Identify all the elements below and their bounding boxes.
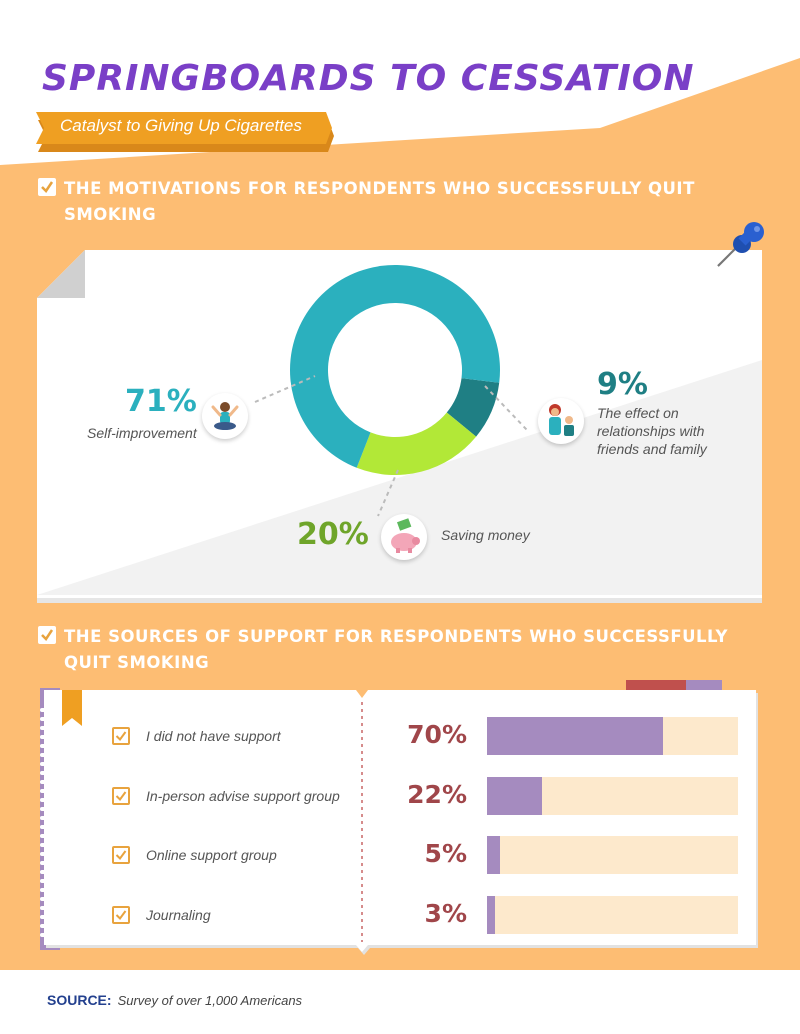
bar-value-label: 70% (407, 720, 467, 749)
leader-line-relationships (484, 385, 528, 431)
pushpin-icon (717, 222, 764, 267)
section-support-header: THE SOURCES OF SUPPORT FOR RESPONDENTS W… (38, 624, 754, 676)
notebook-ring (40, 861, 54, 865)
page-title: SPRINGBOARDS TO CESSATION (42, 58, 695, 99)
donut-category-saving-money: Saving money (441, 527, 530, 543)
support-label: In-person advise support group (146, 788, 340, 804)
notebook-ring (40, 708, 54, 712)
section-support-title: THE SOURCES OF SUPPORT FOR RESPONDENTS W… (64, 627, 728, 672)
check-icon (38, 626, 56, 644)
donut-category-self-improvement: Self-improvement (87, 425, 197, 441)
donut-label-relationships: 9% (597, 367, 648, 402)
notebook-ring (40, 888, 54, 892)
donut-label-self-improvement: 71% (125, 384, 197, 419)
source-text: Survey of over 1,000 Americans (117, 993, 303, 1008)
notebook-ring (40, 933, 54, 937)
notebook-ring (40, 924, 54, 928)
support-label: Journaling (146, 907, 211, 923)
bar-fill-no-support (487, 717, 663, 755)
notebook-ring (40, 762, 54, 766)
donut-label-saving-money: 20% (297, 517, 369, 552)
notebook-ring (40, 825, 54, 829)
bar-value-label: 5% (424, 839, 467, 868)
notebook-ring (40, 870, 54, 874)
support-label: I did not have support (146, 728, 281, 744)
notebook-ring (40, 744, 54, 748)
check-icon (112, 727, 130, 745)
support-row-in-person: In-person advise support group (112, 784, 340, 808)
notebook-ring (40, 780, 54, 784)
page-subtitle: Catalyst to Giving Up Cigarettes (60, 116, 302, 135)
notebook-ring (40, 834, 54, 838)
notebook-ring (40, 906, 54, 910)
leader-line-self-improvement (254, 375, 316, 403)
check-icon (112, 846, 130, 864)
family-icon (538, 398, 584, 444)
notebook-ring (40, 717, 54, 721)
check-icon (38, 178, 56, 196)
support-row-journaling: Journaling (112, 903, 211, 927)
subtitle-banner (36, 112, 334, 152)
notebook-ring (40, 753, 54, 757)
piggy-bank-icon (381, 514, 427, 560)
bar-value-label: 22% (407, 780, 467, 809)
section-motivations-title: THE MOTIVATIONS FOR RESPONDENTS WHO SUCC… (64, 179, 695, 224)
bar-track (487, 896, 738, 934)
motivations-donut-chart (254, 265, 528, 517)
bar-fill-in-person (487, 777, 543, 815)
notebook-ring (40, 852, 54, 856)
bar-track (487, 836, 738, 874)
bar-track (487, 717, 738, 755)
donut-slice-self-improvement (290, 265, 501, 468)
bar-fill-online (487, 836, 500, 874)
notebook-ring (40, 843, 54, 847)
meditating-person-icon (202, 393, 248, 439)
notebook-ring (40, 735, 54, 739)
bar-value-label: 3% (424, 899, 467, 928)
leader-line-saving-money (377, 469, 399, 517)
donut-slice-saving-money (356, 412, 477, 475)
notebook-ring (40, 726, 54, 730)
support-notebook (40, 680, 758, 955)
source-label: SOURCE: (47, 992, 112, 1008)
support-label: Online support group (146, 847, 277, 863)
notebook-ring (40, 789, 54, 793)
bar-track (487, 777, 738, 815)
notebook-ring (40, 897, 54, 901)
notebook-ring (40, 915, 54, 919)
donut-category-relationships: The effect on relationships with friends… (597, 405, 707, 457)
donut-slice-relationships (446, 378, 500, 437)
source-note: SOURCE: Survey of over 1,000 Americans (47, 992, 302, 1008)
notebook-ring (40, 879, 54, 883)
support-row-no-support: I did not have support (112, 724, 281, 748)
notebook-ring (40, 771, 54, 775)
notebook-ring (40, 816, 54, 820)
notebook-ring (40, 807, 54, 811)
bar-fill-journaling (487, 896, 495, 934)
notebook-ring (40, 798, 54, 802)
section-motivations-header: THE MOTIVATIONS FOR RESPONDENTS WHO SUCC… (38, 176, 754, 228)
support-row-online: Online support group (112, 843, 277, 867)
check-icon (112, 906, 130, 924)
check-icon (112, 787, 130, 805)
